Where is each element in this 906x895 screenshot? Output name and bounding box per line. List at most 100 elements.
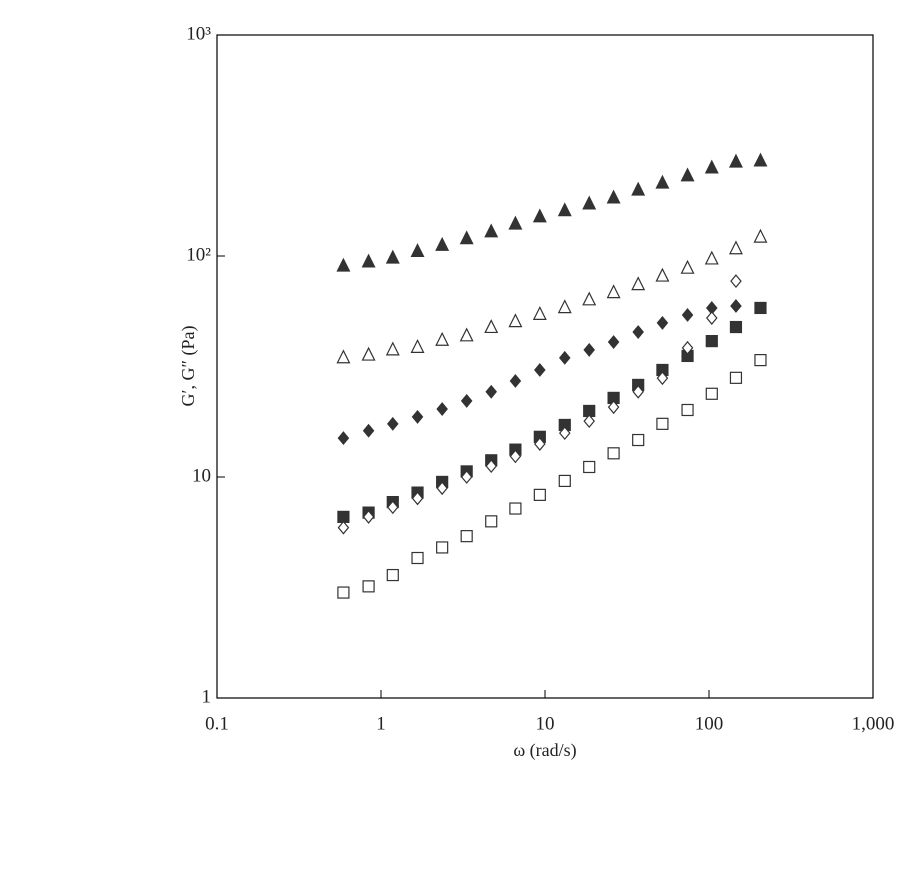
- y-tick-label: 10: [192, 465, 211, 486]
- data-point: [460, 393, 473, 408]
- data-point: [681, 403, 694, 417]
- data-point: [704, 250, 719, 265]
- data-point: [681, 340, 694, 355]
- data-point: [485, 515, 498, 528]
- data-point: [411, 551, 424, 565]
- data-point: [557, 299, 572, 314]
- data-point: [336, 349, 351, 364]
- data-point: [607, 447, 620, 460]
- data-point: [361, 346, 376, 361]
- data-point: [729, 371, 743, 384]
- plot-frame: [216, 34, 874, 699]
- data-point: [385, 249, 400, 264]
- data-point: [729, 320, 743, 334]
- y-tick-label: 1: [202, 686, 212, 707]
- data-point: [411, 491, 424, 506]
- data-point: [459, 327, 474, 342]
- data-point: [607, 400, 620, 415]
- data-point: [460, 470, 473, 484]
- data-point: [632, 433, 645, 447]
- data-point: [704, 159, 719, 174]
- data-point: [336, 257, 351, 272]
- data-point: [706, 311, 718, 325]
- data-point: [361, 253, 376, 268]
- data-point: [681, 308, 694, 322]
- x-axis-title: ω (rad/s): [513, 740, 576, 761]
- data-point: [362, 580, 375, 593]
- data-point: [583, 414, 595, 429]
- data-point: [655, 174, 670, 189]
- data-point: [705, 387, 718, 400]
- data-point: [632, 384, 644, 399]
- data-point: [386, 568, 399, 582]
- data-point: [485, 459, 498, 474]
- data-point: [631, 181, 646, 196]
- data-point: [632, 325, 644, 339]
- data-point: [508, 313, 523, 328]
- data-point: [557, 202, 572, 217]
- data-point: [435, 331, 450, 346]
- data-point: [509, 502, 522, 515]
- y-tick-label: 10³: [186, 23, 211, 44]
- data-point: [631, 276, 646, 291]
- data-point: [532, 306, 547, 320]
- data-point: [385, 341, 400, 356]
- data-point: [730, 274, 742, 289]
- data-point: [509, 374, 522, 388]
- data-point: [484, 223, 499, 238]
- x-tick-label: 10: [536, 713, 555, 734]
- data-point: [680, 259, 695, 274]
- data-point: [607, 335, 620, 349]
- data-point: [558, 474, 571, 488]
- data-point: [583, 342, 595, 357]
- data-point: [508, 215, 523, 230]
- data-point: [656, 315, 669, 330]
- data-point: [583, 460, 596, 474]
- data-point: [337, 431, 350, 446]
- data-point: [606, 189, 621, 204]
- data-point: [435, 236, 450, 251]
- data-point: [533, 488, 546, 501]
- data-point: [728, 153, 743, 168]
- x-tick-label: 1,000: [852, 713, 895, 734]
- data-point: [680, 167, 695, 182]
- data-point: [753, 152, 768, 167]
- x-tick-label: 100: [695, 713, 724, 734]
- data-point: [509, 449, 522, 464]
- data-point: [410, 339, 425, 353]
- data-point: [754, 354, 767, 367]
- data-point: [436, 541, 449, 554]
- x-tick-label: 0.1: [205, 713, 229, 734]
- data-point: [436, 402, 448, 416]
- data-point: [534, 437, 546, 451]
- data-point: [753, 228, 768, 243]
- data-point: [558, 350, 571, 365]
- data-point: [337, 586, 350, 599]
- data-point: [705, 335, 718, 348]
- data-point: [534, 363, 546, 377]
- data-point: [728, 240, 743, 255]
- data-point: [484, 319, 499, 334]
- y-axis-title: G′, G″ (Pa): [178, 326, 199, 407]
- data-point: [532, 208, 547, 223]
- data-point: [754, 301, 767, 315]
- data-point: [606, 284, 621, 299]
- data-point: [558, 426, 571, 441]
- data-point: [460, 530, 473, 543]
- data-point: [362, 509, 375, 524]
- data-point: [730, 299, 742, 313]
- data-point: [337, 520, 350, 535]
- data-point: [656, 417, 669, 430]
- data-point: [411, 409, 424, 424]
- data-point: [582, 291, 597, 306]
- x-tick-label: 1: [376, 713, 386, 734]
- data-point: [410, 243, 425, 258]
- data-point: [655, 267, 670, 282]
- data-point: [582, 195, 597, 210]
- data-point: [387, 500, 399, 515]
- data-point: [436, 481, 448, 496]
- y-tick-label: 10²: [186, 244, 211, 265]
- data-point: [459, 230, 474, 245]
- data-point: [362, 423, 375, 438]
- data-point: [485, 384, 498, 399]
